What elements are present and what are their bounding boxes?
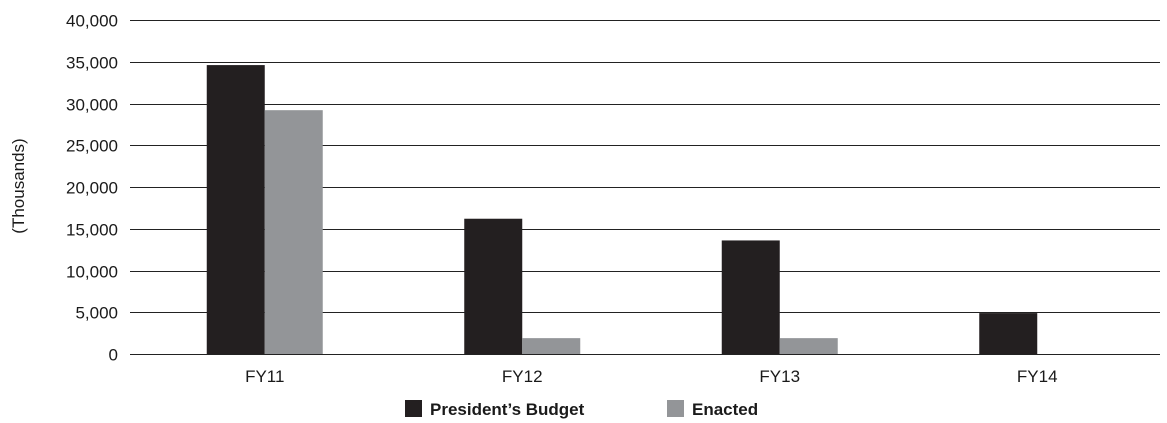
bar-enacted-fy12 (522, 338, 581, 354)
bars (206, 65, 1038, 355)
legend-label: President’s Budget (430, 400, 585, 419)
y-tick-label: 5,000 (75, 304, 118, 323)
x-tick-label: FY13 (759, 367, 800, 386)
y-tick-label: 40,000 (66, 12, 118, 31)
legend: President’s Budget Enacted (405, 400, 758, 419)
x-tick-label: FY14 (1017, 367, 1058, 386)
x-tick-label: FY11 (245, 367, 284, 386)
y-tick-label: 0 (109, 346, 118, 365)
y-tick-label: 15,000 (66, 221, 118, 240)
y-tick-label: 30,000 (66, 96, 118, 115)
legend-swatch (405, 400, 422, 417)
y-tick-label: 20,000 (66, 179, 118, 198)
y-axis-ticks: 0 5,000 10,000 15,000 20,000 25,000 30,000 35,0… (66, 12, 118, 365)
bar-presidents-budget-fy12 (464, 218, 523, 354)
y-tick-label: 10,000 (66, 263, 118, 282)
y-axis-title: (Thousands) (9, 138, 28, 233)
y-tick-label: 25,000 (66, 137, 118, 156)
bar-presidents-budget-fy13 (721, 240, 780, 354)
bar-presidents-budget-fy11 (206, 65, 265, 354)
legend-label: Enacted (692, 400, 758, 419)
bar-enacted-fy11 (264, 110, 323, 355)
x-axis-ticks: FY11 FY12 FY13 FY14 (245, 367, 1058, 386)
bar-enacted-fy13 (779, 338, 838, 354)
legend-swatch (667, 400, 684, 417)
bar-presidents-budget-fy14 (979, 313, 1038, 354)
x-tick-label: FY12 (502, 367, 543, 386)
y-tick-label: 35,000 (66, 54, 118, 73)
